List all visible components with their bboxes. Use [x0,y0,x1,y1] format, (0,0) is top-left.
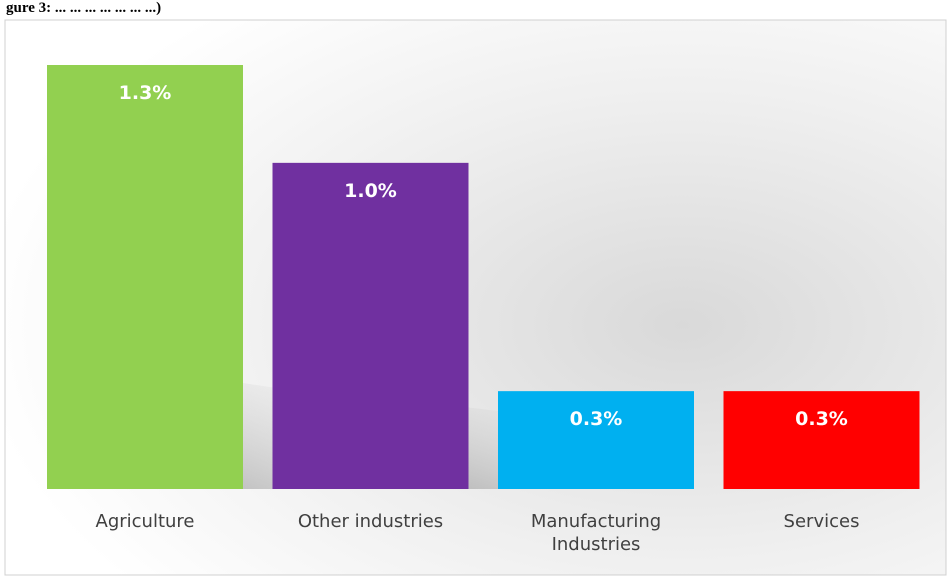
category-label-manufacturing-industries: Manufacturing Industries [531,511,661,555]
value-labels-group: 1.3% 1.0% 0.3% 0.3% [119,82,848,430]
value-label-services: 0.3% [795,408,848,430]
bar-manufacturing-industries [498,391,694,489]
category-label-line: Manufacturing [531,511,661,532]
value-label-other-industries: 1.0% [344,180,397,202]
category-label-agriculture: Agriculture [96,511,195,532]
bar-other-industries [272,162,469,489]
value-label-agriculture: 1.3% [119,82,172,104]
value-label-manufacturing-industries: 0.3% [570,408,623,430]
category-label-services: Services [784,511,860,532]
bar-services [723,391,920,489]
category-label-line: Industries [552,534,641,555]
header-fragment: gure 3: ... ... ... ... ... ... ...) [6,0,161,16]
category-label-other-industries: Other industries [298,511,443,532]
category-labels-group: Agriculture Other industries Manufacturing… [96,511,860,555]
category-label-line: Agriculture [96,511,195,532]
bars-group [47,65,920,489]
category-label-line: Other industries [298,511,443,532]
bar-agriculture [47,65,243,489]
category-label-line: Services [784,511,860,532]
